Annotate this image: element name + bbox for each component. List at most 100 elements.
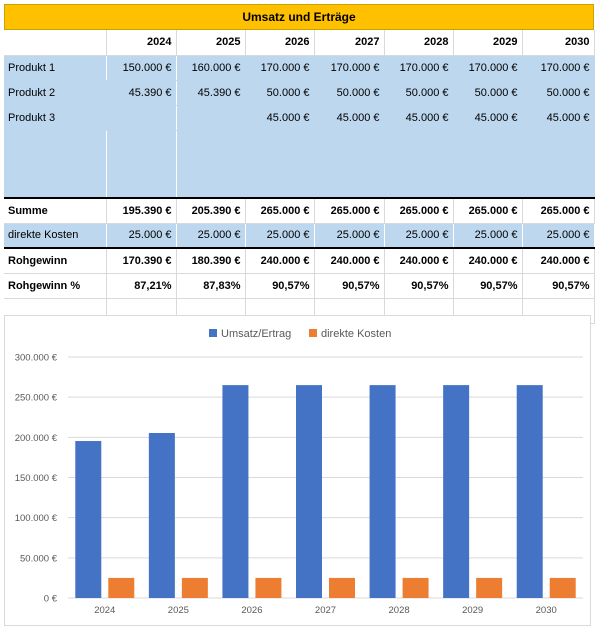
- row-label[interactable]: direkte Kosten: [4, 223, 107, 249]
- value-cell[interactable]: 45.000 €: [453, 105, 523, 131]
- bar-kosten-2029: [476, 577, 503, 598]
- value-cell[interactable]: 240.000 €: [384, 247, 454, 274]
- legend-swatch: [209, 329, 217, 337]
- value-cell[interactable]: 45.000 €: [314, 105, 385, 131]
- x-tick-label: 2030: [536, 605, 557, 616]
- value-cell[interactable]: 50.000 €: [384, 80, 454, 106]
- spreadsheet: Umsatz und Erträge 2024 2025 2026 2027 2028 2…: [4, 4, 595, 324]
- bar-umsatz-2026: [222, 385, 249, 598]
- row-label[interactable]: Produkt 2: [4, 80, 107, 106]
- revenue-table: 2024 2025 2026 2027 2028 2029 2030 Produkt 1 150…: [4, 30, 595, 324]
- value-cell[interactable]: 240.000 €: [245, 247, 315, 274]
- value-cell[interactable]: 90,57%: [384, 273, 454, 299]
- value-cell[interactable]: 195.390 €: [106, 197, 177, 224]
- table-row: Produkt 3 45.000 €45.000 €45.000 €45.000 …: [4, 105, 595, 131]
- header-year-2026[interactable]: 2026: [245, 30, 315, 56]
- value-cell[interactable]: 87,21%: [106, 273, 177, 299]
- header-year-2029[interactable]: 2029: [453, 30, 523, 56]
- value-cell[interactable]: 240.000 €: [453, 247, 523, 274]
- value-cell[interactable]: 87,83%: [176, 273, 246, 299]
- chart-canvas: 0 € 50.000 € 100.000 € 150.000 € 200.000 € 25…: [15, 328, 583, 616]
- value-cell[interactable]: 170.000 €: [453, 55, 523, 81]
- legend-label: direkte Kosten: [321, 328, 391, 340]
- value-cell[interactable]: [106, 105, 177, 131]
- row-label[interactable]: Produkt 1: [4, 55, 107, 81]
- value-cell[interactable]: 45.000 €: [245, 105, 315, 131]
- value-cell[interactable]: 45.390 €: [176, 80, 246, 106]
- row-label[interactable]: Produkt 3: [4, 105, 107, 131]
- value-cell[interactable]: 180.390 €: [176, 247, 246, 274]
- table-row: Rohgewinn % 87,21% 87,83% 90,57% 90,57% 90,57…: [4, 273, 595, 299]
- value-cell[interactable]: 25.000 €: [176, 223, 246, 249]
- value-cell[interactable]: 170.000 €: [522, 55, 595, 81]
- y-tick-label: 300.000 €: [15, 353, 58, 364]
- empty-cell[interactable]: [4, 130, 107, 199]
- value-cell[interactable]: 90,57%: [453, 273, 523, 299]
- value-cell[interactable]: 240.000 €: [314, 247, 385, 274]
- value-cell[interactable]: 25.000 €: [314, 223, 385, 249]
- value-cell[interactable]: 45.390 €: [106, 80, 177, 106]
- empty-cell[interactable]: [453, 130, 523, 199]
- value-cell[interactable]: 25.000 €: [453, 223, 523, 249]
- empty-cell[interactable]: [522, 130, 595, 199]
- value-cell[interactable]: 265.000 €: [453, 197, 523, 224]
- sheet-title[interactable]: Umsatz und Erträge: [4, 4, 594, 30]
- header-row: 2024 2025 2026 2027 2028 2029 2030: [4, 30, 595, 56]
- value-cell[interactable]: 265.000 €: [245, 197, 315, 224]
- value-cell[interactable]: 45.000 €: [522, 105, 595, 131]
- value-cell[interactable]: 150.000 €: [106, 55, 177, 81]
- x-tick-label: 2027: [315, 605, 336, 616]
- bar-umsatz-2027: [296, 385, 322, 598]
- x-tick-label: 2026: [241, 605, 262, 616]
- value-cell[interactable]: 170.390 €: [106, 247, 177, 274]
- value-cell[interactable]: 265.000 €: [522, 197, 595, 224]
- header-year-2027[interactable]: 2027: [314, 30, 385, 56]
- bar-kosten-2030: [549, 577, 576, 598]
- value-cell[interactable]: 90,57%: [522, 273, 595, 299]
- value-cell[interactable]: 265.000 €: [314, 197, 385, 224]
- bar-umsatz-2028: [369, 385, 396, 598]
- value-cell[interactable]: 50.000 €: [245, 80, 315, 106]
- empty-cell[interactable]: [176, 130, 246, 199]
- y-tick-label: 200.000 €: [15, 433, 58, 444]
- header-year-2024[interactable]: 2024: [106, 30, 177, 56]
- value-cell[interactable]: 205.390 €: [176, 197, 246, 224]
- empty-cell[interactable]: [245, 130, 315, 199]
- value-cell[interactable]: 25.000 €: [522, 223, 595, 249]
- value-cell[interactable]: 50.000 €: [453, 80, 523, 106]
- bar-kosten-2026: [255, 577, 282, 598]
- value-cell[interactable]: 90,57%: [245, 273, 315, 299]
- value-cell[interactable]: 170.000 €: [245, 55, 315, 81]
- value-cell[interactable]: 160.000 €: [176, 55, 246, 81]
- empty-cell[interactable]: [384, 130, 454, 199]
- value-cell[interactable]: 45.000 €: [384, 105, 454, 131]
- header-year-2025[interactable]: 2025: [176, 30, 246, 56]
- row-label[interactable]: Summe: [4, 197, 107, 224]
- value-cell[interactable]: 170.000 €: [314, 55, 385, 81]
- row-label[interactable]: Rohgewinn: [4, 247, 107, 274]
- row-label[interactable]: Rohgewinn %: [4, 273, 107, 299]
- y-tick-label: 0 €: [44, 594, 58, 605]
- y-tick-label: 250.000 €: [15, 393, 58, 404]
- value-cell[interactable]: 265.000 €: [384, 197, 454, 224]
- table-row: Rohgewinn 170.390 €180.390 €240.000 €240.…: [4, 247, 595, 274]
- header-empty-cell[interactable]: [4, 30, 107, 56]
- value-cell[interactable]: 25.000 €: [245, 223, 315, 249]
- value-cell[interactable]: 170.000 €: [384, 55, 454, 81]
- empty-cell[interactable]: [106, 130, 177, 199]
- value-cell[interactable]: 50.000 €: [522, 80, 595, 106]
- value-cell[interactable]: 240.000 €: [522, 247, 595, 274]
- value-cell[interactable]: [176, 105, 246, 131]
- value-cell[interactable]: 50.000 €: [314, 80, 385, 106]
- value-cell[interactable]: 90,57%: [314, 273, 385, 299]
- value-cell[interactable]: 25.000 €: [384, 223, 454, 249]
- x-tick-label: 2028: [389, 605, 410, 616]
- empty-cell[interactable]: [314, 130, 385, 199]
- header-year-2028[interactable]: 2028: [384, 30, 454, 56]
- header-year-2030[interactable]: 2030: [522, 30, 595, 56]
- revenue-chart[interactable]: 0 € 50.000 € 100.000 € 150.000 € 200.000 € 25…: [4, 315, 591, 626]
- x-tick-label: 2025: [168, 605, 189, 616]
- bar-umsatz-2025: [148, 433, 175, 598]
- value-cell[interactable]: 25.000 €: [106, 223, 177, 249]
- bar-umsatz-2030: [516, 385, 543, 598]
